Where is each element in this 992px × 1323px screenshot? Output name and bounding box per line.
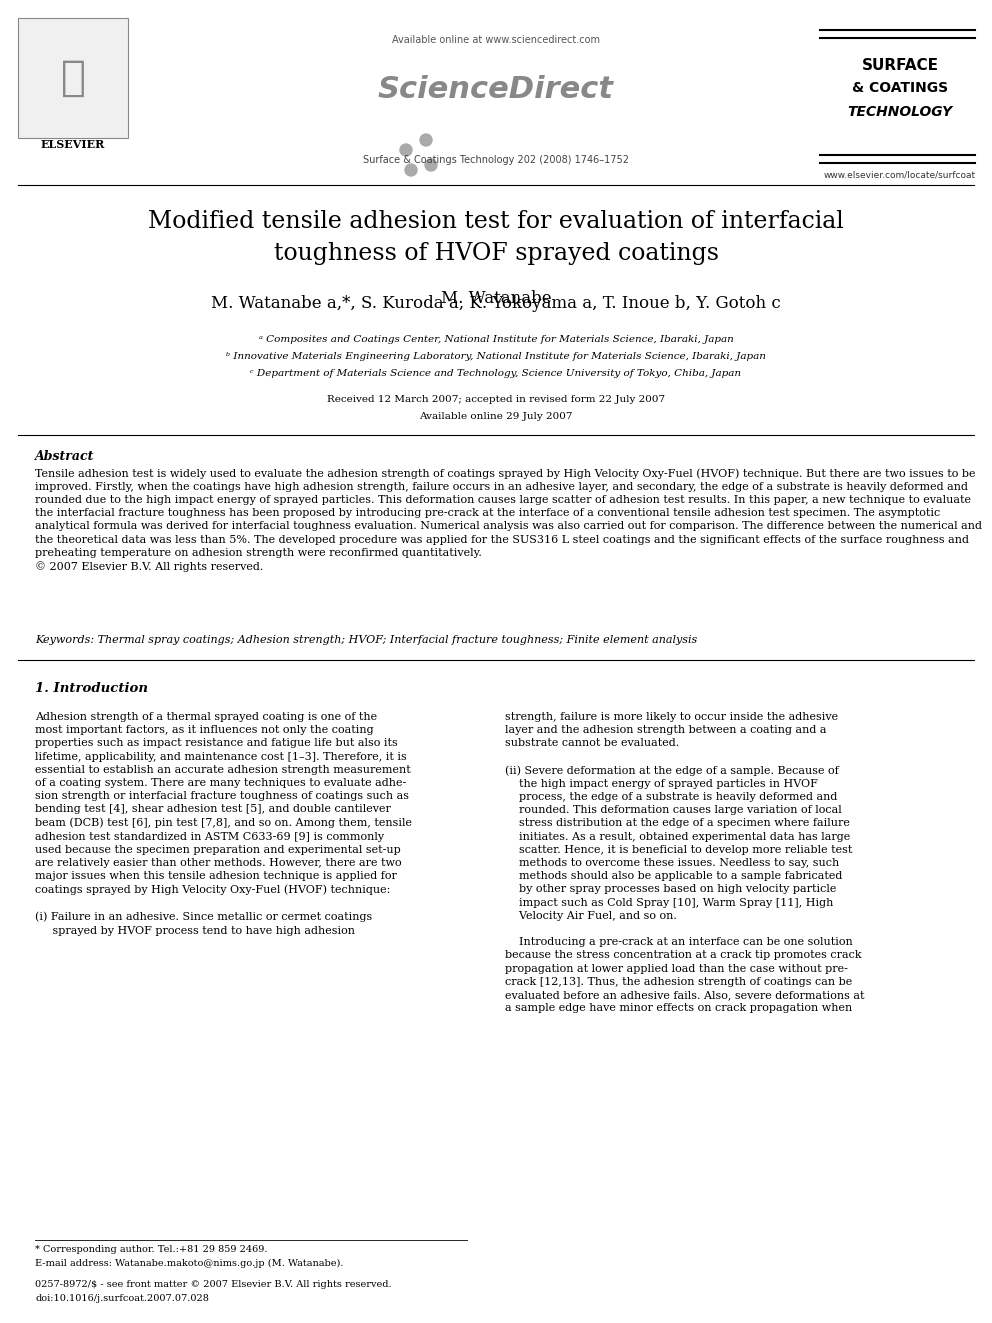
- Text: * Corresponding author. Tel.:+81 29 859 2469.: * Corresponding author. Tel.:+81 29 859 …: [35, 1245, 268, 1254]
- Text: TECHNOLOGY: TECHNOLOGY: [847, 105, 952, 119]
- Text: ᶜ Department of Materials Science and Technology, Science University of Tokyo, C: ᶜ Department of Materials Science and Te…: [251, 369, 741, 378]
- Text: SURFACE: SURFACE: [861, 57, 938, 73]
- Text: & COATINGS: & COATINGS: [852, 81, 948, 95]
- Text: Abstract: Abstract: [35, 450, 94, 463]
- Text: strength, failure is more likely to occur inside the adhesive
layer and the adhe: strength, failure is more likely to occu…: [505, 712, 864, 1013]
- Bar: [18, 19, 128, 138]
- Circle shape: [405, 164, 417, 176]
- Text: Received 12 March 2007; accepted in revised form 22 July 2007: Received 12 March 2007; accepted in revi…: [327, 396, 665, 404]
- Text: M. Watanabe a,*, S. Kuroda a, K. Yokoyama a, T. Inoue b, Y. Gotoh c: M. Watanabe a,*, S. Kuroda a, K. Yokoyam…: [211, 295, 781, 312]
- Text: ScienceDirect: ScienceDirect: [378, 75, 614, 105]
- Circle shape: [420, 134, 432, 146]
- Text: Available online at www.sciencedirect.com: Available online at www.sciencedirect.co…: [392, 34, 600, 45]
- Text: ELSEVIER: ELSEVIER: [41, 139, 105, 151]
- Text: 1. Introduction: 1. Introduction: [35, 681, 148, 695]
- Text: Available online 29 July 2007: Available online 29 July 2007: [420, 411, 572, 421]
- Text: Tensile adhesion test is widely used to evaluate the adhesion strength of coatin: Tensile adhesion test is widely used to …: [35, 468, 982, 572]
- Text: E-mail address: Watanabe.makoto@nims.go.jp (M. Watanabe).: E-mail address: Watanabe.makoto@nims.go.…: [35, 1259, 343, 1269]
- Text: Keywords: Thermal spray coatings; Adhesion strength; HVOF; Interfacial fracture : Keywords: Thermal spray coatings; Adhesi…: [35, 635, 697, 646]
- Text: Surface & Coatings Technology 202 (2008) 1746–1752: Surface & Coatings Technology 202 (2008)…: [363, 155, 629, 165]
- Text: Adhesion strength of a thermal sprayed coating is one of the
most important fact: Adhesion strength of a thermal sprayed c…: [35, 712, 412, 935]
- Text: M. Watanabe: M. Watanabe: [440, 290, 552, 307]
- Text: doi:10.1016/j.surfcoat.2007.07.028: doi:10.1016/j.surfcoat.2007.07.028: [35, 1294, 209, 1303]
- Text: 0257-8972/$ - see front matter © 2007 Elsevier B.V. All rights reserved.: 0257-8972/$ - see front matter © 2007 El…: [35, 1279, 392, 1289]
- Text: 🌳: 🌳: [61, 57, 85, 99]
- Text: ᵃ Composites and Coatings Center, National Institute for Materials Science, Ibar: ᵃ Composites and Coatings Center, Nation…: [259, 335, 733, 344]
- Circle shape: [400, 144, 412, 156]
- Text: Modified tensile adhesion test for evaluation of interfacial
toughness of HVOF s: Modified tensile adhesion test for evalu…: [148, 210, 844, 265]
- Text: ᵇ Innovative Materials Engineering Laboratory, National Institute for Materials : ᵇ Innovative Materials Engineering Labor…: [226, 352, 766, 361]
- Circle shape: [425, 159, 437, 171]
- Text: www.elsevier.com/locate/surfcoat: www.elsevier.com/locate/surfcoat: [824, 169, 976, 179]
